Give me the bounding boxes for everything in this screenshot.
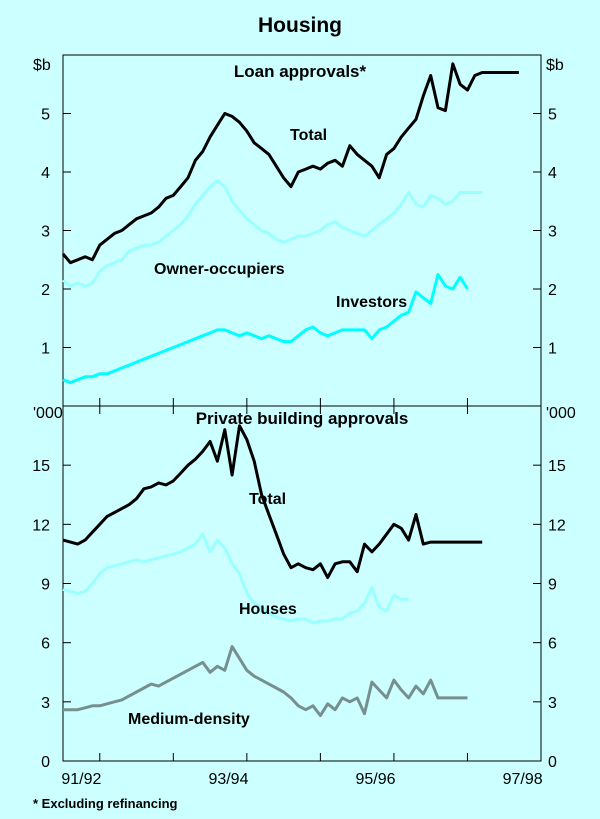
label-investors: Investors — [336, 294, 407, 311]
building-ytick-label-left: 3 — [41, 695, 50, 712]
bottom-y-ticks: 0 0 3 3 6 6 9 9 12 12 15 15 — [32, 458, 566, 771]
x-tick-label: 97/98 — [503, 771, 543, 788]
top-series-lines — [61, 62, 519, 385]
bottom-series-lines — [62, 424, 483, 718]
bottom-unit-left: '000 — [33, 405, 63, 422]
loan-ytick-label-left: 1 — [41, 341, 50, 358]
building-ytick-label-left: 0 — [41, 754, 50, 771]
loan-series-0-line — [61, 62, 519, 265]
building-ytick-label-right: 12 — [548, 517, 566, 534]
x-tick-label: 91/92 — [61, 771, 101, 788]
building-ytick-label-left: 6 — [41, 636, 50, 653]
x-axis: 91/92 93/94 95/96 97/98 — [61, 398, 543, 788]
building-ytick-label-left: 9 — [41, 577, 50, 594]
x-tick-label: 93/94 — [208, 771, 248, 788]
label-medium-density: Medium-density — [128, 711, 250, 728]
building-ytick-label-right: 0 — [548, 754, 557, 771]
building-series-0-line — [62, 424, 483, 580]
x-tick-label: 95/96 — [356, 771, 396, 788]
bottom-unit-right: '000 — [546, 405, 576, 422]
loan-ytick-label-left: 5 — [41, 107, 50, 124]
label-building-total: Total — [249, 491, 286, 508]
loan-ytick-label-right: 1 — [548, 341, 557, 358]
label-owner-occupiers: Owner-occupiers — [154, 261, 285, 278]
building-series-2-line — [63, 645, 468, 718]
label-loan-total: Total — [290, 127, 327, 144]
loan-ytick-label-left: 3 — [41, 224, 50, 241]
building-ytick-label-right: 6 — [548, 636, 557, 653]
footnote: * Excluding refinancing — [33, 796, 178, 811]
top-unit-left: $b — [33, 57, 51, 74]
loan-series-2-line — [62, 272, 469, 385]
label-houses: Houses — [239, 601, 297, 618]
building-approvals-title: Private building approvals — [196, 409, 409, 428]
plot-frame — [62, 54, 542, 762]
chart-title: Housing — [258, 14, 342, 37]
loan-approvals-title: Loan approvals* — [234, 62, 367, 81]
top-unit-right: $b — [546, 57, 564, 74]
building-ytick-label-left: 12 — [32, 517, 50, 534]
loan-ytick-label-right: 2 — [548, 282, 557, 299]
loan-ytick-label-right: 4 — [548, 165, 557, 182]
top-y-ticks: 1 1 2 2 3 3 4 4 5 5 — [41, 107, 557, 358]
building-ytick-label-right: 3 — [548, 695, 557, 712]
building-series-1-line — [62, 532, 409, 625]
loan-series-1-line — [62, 179, 483, 288]
loan-ytick-label-right: 3 — [548, 224, 557, 241]
loan-ytick-label-left: 4 — [41, 165, 50, 182]
loan-ytick-label-left: 2 — [41, 282, 50, 299]
loan-ytick-label-right: 5 — [548, 107, 557, 124]
building-ytick-label-left: 15 — [32, 458, 50, 475]
building-ytick-label-right: 15 — [548, 458, 566, 475]
building-ytick-label-right: 9 — [548, 577, 557, 594]
